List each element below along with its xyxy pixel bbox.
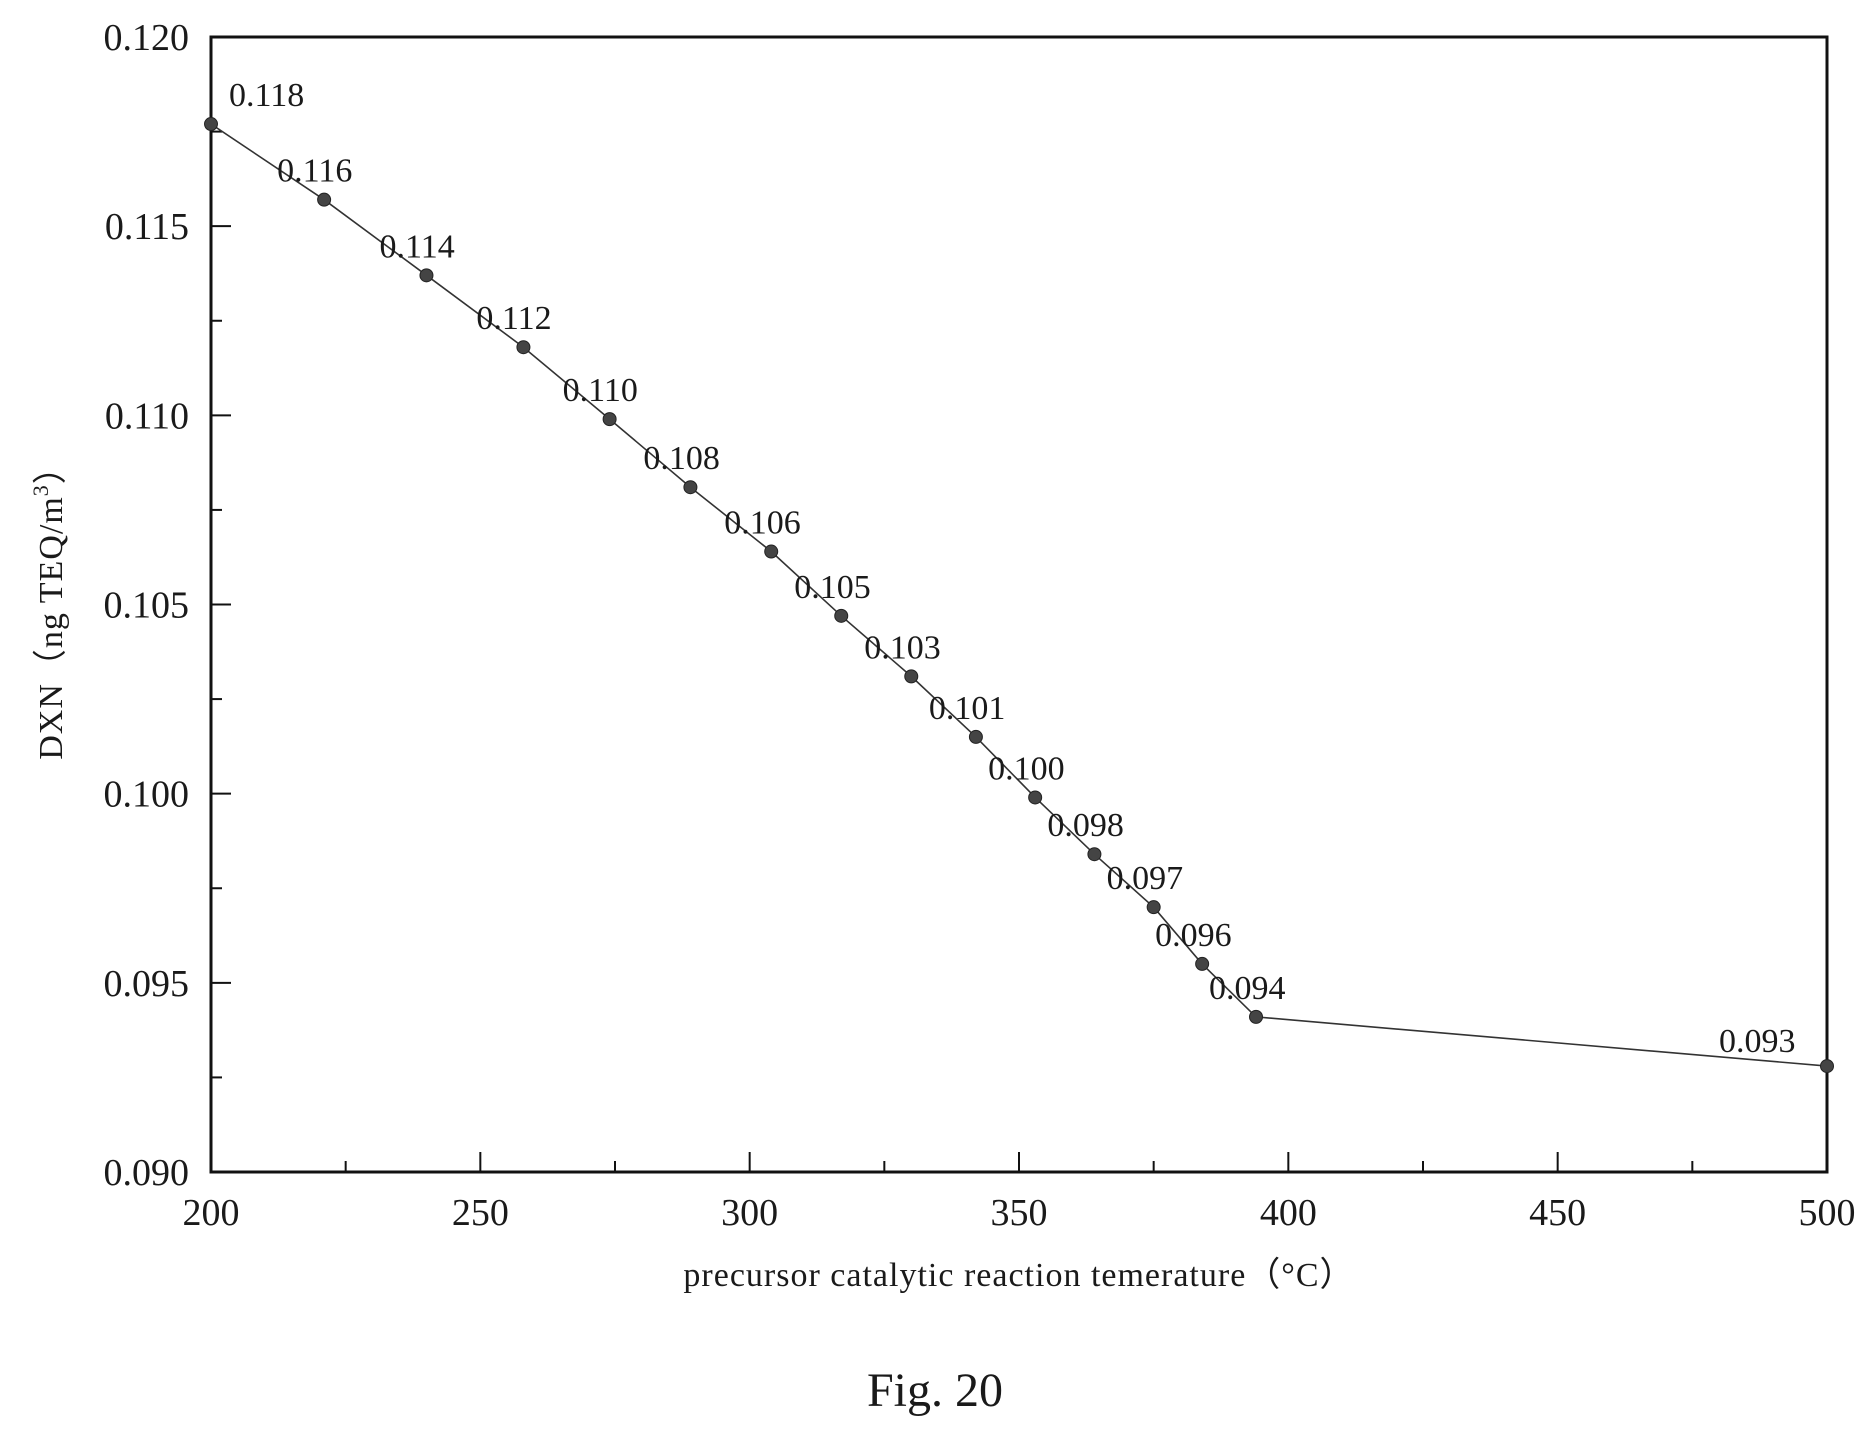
data-label: 0.105	[794, 569, 871, 606]
x-tick-label: 450	[1529, 1192, 1586, 1234]
data-point	[1820, 1059, 1834, 1074]
data-label: 0.100	[988, 750, 1064, 787]
x-axis-title: precursor catalytic reaction temerature（…	[683, 1256, 1354, 1294]
y-tick-label: 0.095	[104, 963, 190, 1005]
data-point	[1195, 956, 1210, 971]
x-tick-label: 350	[991, 1192, 1048, 1234]
data-point	[968, 729, 983, 744]
data-label: 0.103	[864, 629, 941, 666]
data-label: 0.101	[929, 690, 1006, 727]
data-label: 0.112	[476, 300, 551, 337]
y-tick-label: 0.090	[104, 1152, 190, 1194]
figure-caption: Fig. 20	[867, 1364, 1003, 1417]
data-point	[1146, 900, 1161, 915]
axes: 200 250 300 350 400 450 500 0.090 0.095 0.100 0.10…	[104, 17, 1856, 1234]
data-point	[204, 117, 218, 132]
x-tick-label: 250	[452, 1192, 509, 1234]
data-point	[419, 268, 434, 283]
data-label: 0.116	[277, 153, 352, 190]
data-point	[1028, 790, 1043, 805]
y-axis-title-main: DXN（ng TEQ/m	[32, 496, 70, 760]
x-tick-label: 200	[183, 1192, 240, 1234]
y-axis-title-suffix: ）	[32, 449, 70, 484]
data-label: 0.096	[1155, 917, 1232, 954]
data-point	[602, 412, 617, 427]
y-tick-label: 0.100	[104, 774, 190, 816]
series-layer	[204, 117, 1834, 1074]
data-label: 0.114	[379, 228, 454, 265]
y-tick-label: 0.105	[104, 585, 190, 627]
data-label: 0.093	[1719, 1023, 1796, 1060]
data-point	[834, 608, 849, 623]
y-tick-label: 0.120	[104, 17, 190, 59]
data-label: 0.106	[724, 505, 801, 542]
data-label: 0.110	[563, 372, 638, 409]
x-tick-label: 400	[1260, 1192, 1317, 1234]
plot-frame	[209, 35, 1829, 1174]
x-tick-label: 300	[721, 1192, 778, 1234]
data-point	[904, 669, 919, 684]
data-label: 0.108	[643, 440, 720, 477]
data-point	[1249, 1009, 1264, 1024]
data-label: 0.098	[1047, 807, 1124, 844]
data-point	[516, 340, 531, 355]
y-tick-label: 0.110	[105, 395, 189, 437]
data-point	[683, 480, 698, 495]
y-axis-title-superscript: 3	[28, 484, 53, 496]
data-point	[317, 192, 332, 207]
x-tick-label: 500	[1799, 1192, 1856, 1234]
axis-titles: precursor catalytic reaction temerature（…	[28, 449, 1354, 1417]
data-label: 0.118	[229, 77, 304, 114]
data-point	[1087, 847, 1102, 862]
series-line	[210, 123, 1828, 1067]
y-axis-title: DXN（ng TEQ/m3）	[28, 449, 70, 760]
data-point	[764, 544, 779, 559]
y-tick-label: 0.115	[105, 206, 189, 248]
data-label: 0.097	[1107, 860, 1184, 897]
data-label: 0.094	[1209, 970, 1286, 1007]
